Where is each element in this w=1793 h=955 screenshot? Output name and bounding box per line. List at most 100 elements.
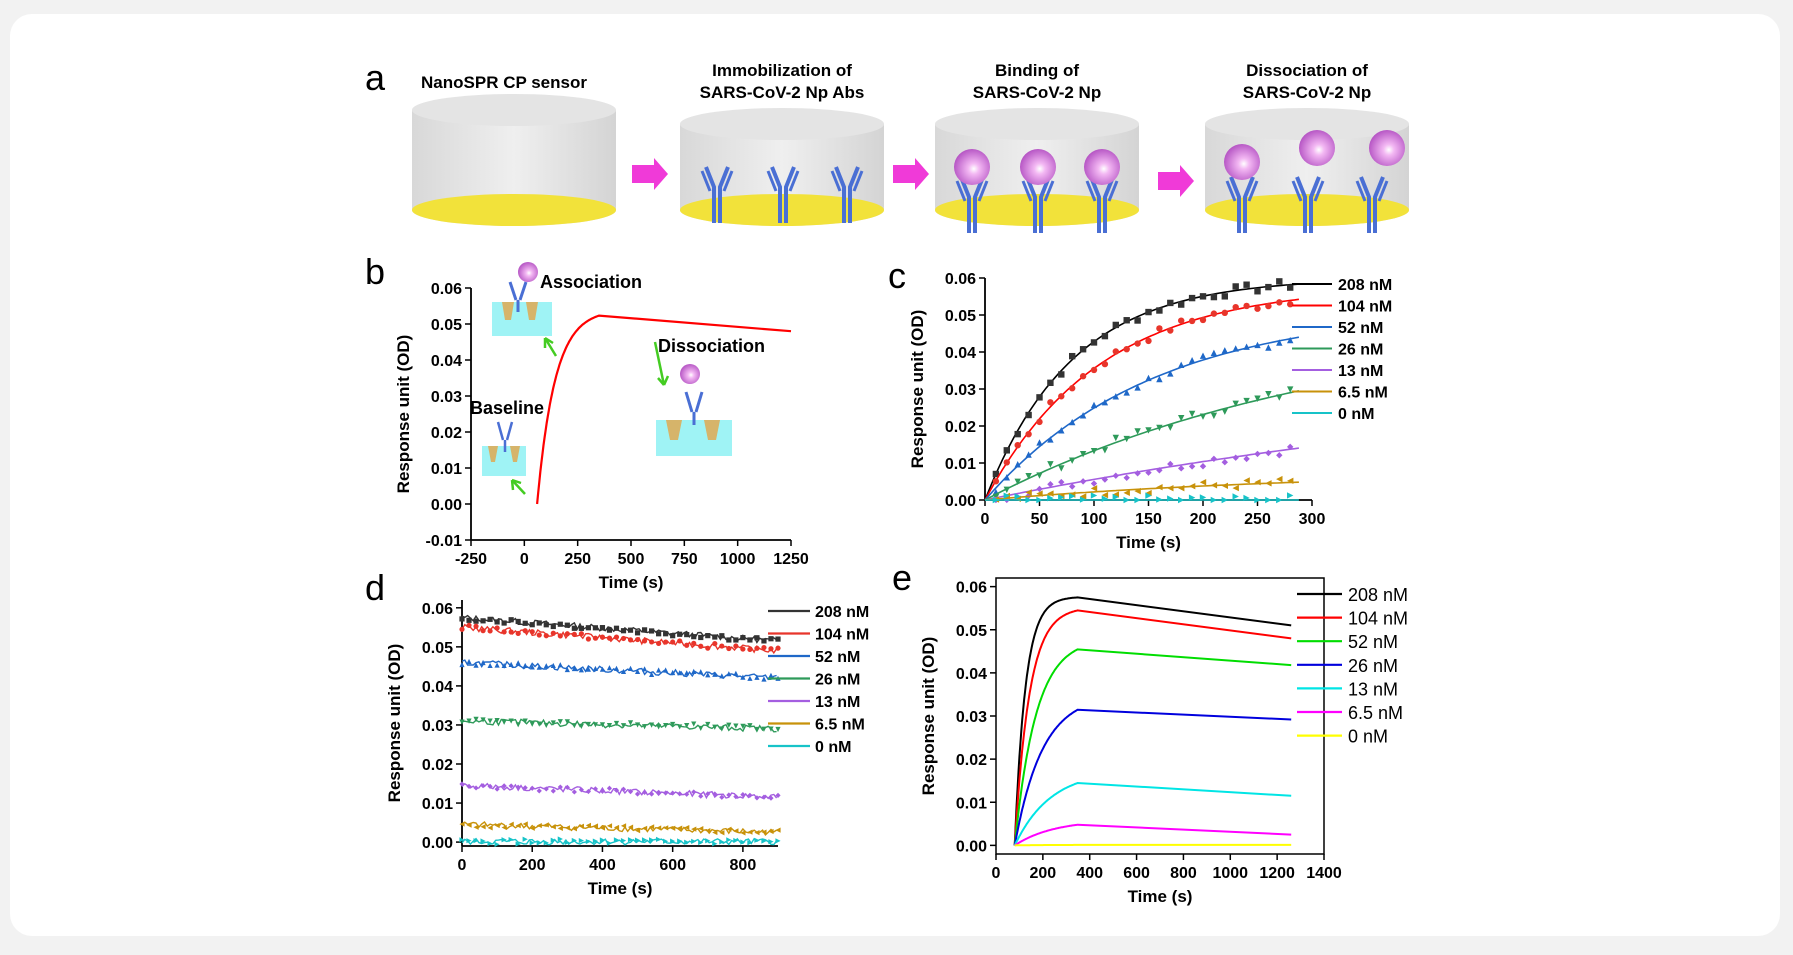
data-point — [712, 724, 718, 730]
data-point — [1188, 357, 1196, 364]
data-point — [663, 631, 669, 637]
data-point — [719, 830, 725, 836]
data-point — [578, 787, 584, 793]
legend-label: 104 nM — [815, 627, 869, 644]
y-axis-label: Response unit (OD) — [394, 335, 413, 494]
y-axis-label: Response unit (OD) — [919, 637, 938, 796]
data-point — [613, 720, 620, 727]
data-point — [663, 825, 669, 831]
data-point — [1276, 299, 1283, 306]
legend-label: 104 nM — [1338, 299, 1392, 316]
data-point — [529, 664, 535, 670]
data-point — [1199, 293, 1207, 300]
data-point — [1210, 293, 1218, 301]
data-point — [1025, 430, 1032, 438]
sensor-step-3: Binding of SARS-CoV-2 Np — [935, 61, 1139, 235]
step-3-title-line-2: SARS-CoV-2 Np — [973, 83, 1101, 102]
y-tick-label: 0.01 — [431, 461, 462, 478]
data-point — [480, 628, 486, 634]
x-axis-label: Time (s) — [1128, 887, 1193, 906]
series-26nm: 26 nM — [1013, 656, 1398, 846]
fit-line — [984, 481, 1299, 501]
data-point — [508, 821, 514, 827]
data-point — [515, 841, 521, 847]
data-point — [1036, 496, 1043, 504]
series-52nm: 52 nM — [984, 320, 1383, 501]
data-point — [627, 627, 634, 633]
data-point — [564, 666, 570, 673]
sensor-step-1: NanoSPR CP sensor — [412, 73, 616, 226]
data-point — [634, 837, 641, 843]
data-point — [740, 723, 746, 730]
x-tick-label: 800 — [730, 857, 757, 874]
data-point — [557, 633, 563, 639]
y-tick-label: 0.04 — [422, 679, 453, 696]
data-point — [543, 786, 549, 792]
data-point — [606, 722, 613, 729]
data-point — [691, 721, 697, 727]
data-point — [473, 623, 479, 629]
data-point — [599, 788, 606, 794]
data-point — [775, 726, 781, 733]
data-point — [726, 722, 732, 728]
x-tick-label: 150 — [1135, 511, 1162, 528]
series-0nm: 0 nM — [459, 739, 851, 847]
legend-label: 0 nM — [815, 739, 851, 756]
fit-line — [984, 298, 1300, 501]
series-6.5nm: 6.5 nM — [1014, 703, 1403, 847]
data-point — [761, 726, 767, 732]
data-point — [1210, 412, 1218, 420]
series-26nm: 26 nM — [984, 342, 1383, 501]
data-point — [1101, 476, 1109, 483]
data-point — [663, 723, 669, 729]
sensorgram-line — [1013, 648, 1292, 846]
x-tick-label: 200 — [1190, 511, 1217, 528]
protein-sphere-icon — [518, 262, 538, 282]
data-point — [1069, 492, 1076, 500]
data-point — [494, 718, 500, 724]
fit-line — [984, 283, 1299, 501]
data-point — [1221, 293, 1228, 300]
data-point — [557, 825, 563, 831]
data-point — [705, 633, 711, 639]
data-point — [712, 829, 718, 836]
data-point — [522, 718, 528, 724]
data-point — [1156, 375, 1163, 383]
data-point — [719, 726, 725, 732]
data-point — [1210, 482, 1218, 489]
sensor-step-2: Immobilization of SARS-CoV-2 Np Abs — [680, 61, 884, 226]
data-point — [705, 838, 711, 844]
y-tick-label: -0.01 — [426, 533, 463, 550]
data-point — [1199, 413, 1207, 420]
y-axis-label: Response unit (OD) — [908, 310, 927, 469]
data-point — [1199, 479, 1207, 486]
data-point — [1134, 428, 1141, 435]
data-point — [698, 634, 704, 641]
data-point — [480, 824, 486, 830]
y-tick-label: 0.02 — [431, 425, 462, 442]
panel-a-label: a — [365, 57, 386, 98]
data-point — [712, 841, 718, 847]
data-point — [684, 642, 690, 648]
legend-label: 26 nM — [815, 672, 860, 689]
data-point — [501, 783, 507, 789]
data-point — [1221, 459, 1228, 466]
x-tick-label: -250 — [455, 551, 487, 568]
data-point — [740, 646, 746, 652]
x-tick-label: 800 — [1170, 865, 1197, 882]
dissociation-annotation: Dissociation — [658, 336, 765, 356]
y-tick-label: 0.01 — [422, 796, 453, 813]
data-point — [691, 634, 697, 640]
data-point — [698, 643, 704, 649]
data-point — [613, 634, 620, 640]
data-point — [1145, 374, 1152, 382]
data-point — [1145, 337, 1152, 345]
y-tick-label: 0.06 — [422, 601, 453, 618]
data-point — [1025, 496, 1032, 504]
data-point — [747, 840, 753, 846]
data-point — [473, 716, 479, 722]
data-point — [543, 722, 549, 729]
data-point — [775, 792, 781, 798]
data-point — [705, 791, 711, 797]
data-point — [571, 837, 577, 844]
